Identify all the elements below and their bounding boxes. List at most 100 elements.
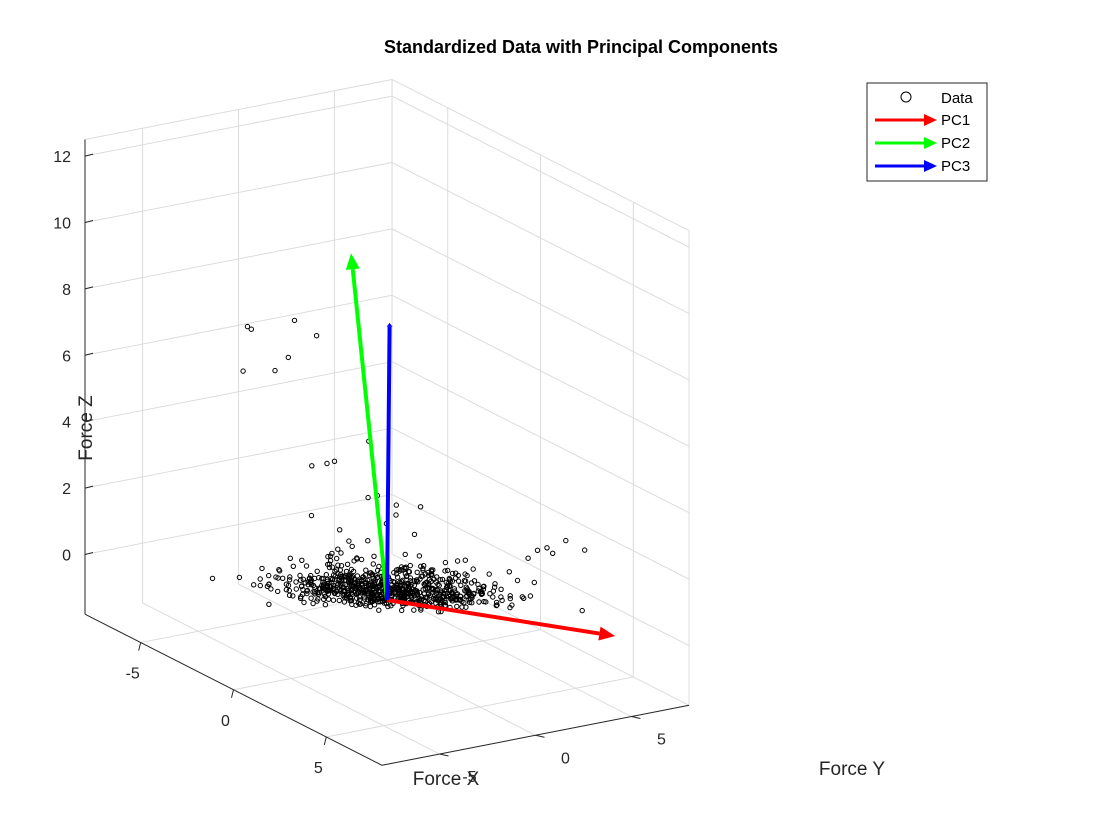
data-point <box>367 603 373 610</box>
data-point <box>433 595 439 601</box>
legend-label-data: Data <box>941 90 973 107</box>
data-point <box>350 568 357 575</box>
data-point <box>455 572 461 579</box>
data-point <box>492 581 498 587</box>
arrow-layer <box>345 253 616 641</box>
y-tick-label: 5 <box>657 732 666 749</box>
data-point <box>371 596 377 602</box>
data-point <box>348 588 355 594</box>
data-point <box>411 607 417 613</box>
data-point <box>411 531 418 538</box>
z-tick <box>84 485 94 489</box>
data-point <box>509 602 515 608</box>
arrow-shaft-pc2 <box>350 269 389 601</box>
data-point <box>434 574 440 580</box>
legend: Data PC1 PC2 PC3 <box>866 82 988 182</box>
data-point <box>368 592 374 598</box>
data-point <box>209 575 216 582</box>
data-point <box>398 589 404 595</box>
data-point <box>393 584 400 590</box>
data-point <box>286 577 293 583</box>
z-tick-label: 10 <box>53 215 71 232</box>
data-point <box>266 572 272 579</box>
data-point <box>334 555 340 562</box>
data-point <box>257 582 263 589</box>
data-point <box>259 565 265 572</box>
data-point <box>521 595 527 601</box>
data-point <box>298 577 304 583</box>
data-point <box>303 563 310 569</box>
z-tick <box>84 551 94 555</box>
data-point <box>343 568 350 575</box>
data-point <box>446 583 452 589</box>
data-point <box>428 568 435 574</box>
data-point <box>490 594 496 600</box>
data-point <box>402 551 408 558</box>
data-point <box>507 593 513 599</box>
data-point <box>329 564 335 570</box>
legend-marker-pc2 <box>875 137 937 149</box>
data-point <box>336 597 342 604</box>
data-point <box>463 604 469 610</box>
data-point <box>308 512 315 519</box>
data-point <box>487 591 493 597</box>
data-point <box>394 581 400 588</box>
x-tick-label: 5 <box>314 760 323 777</box>
data-point <box>293 586 299 592</box>
data-point <box>308 595 314 601</box>
data-point <box>579 607 585 614</box>
data-point <box>391 569 397 576</box>
data-point <box>375 567 381 574</box>
data-point <box>468 596 474 602</box>
data-point <box>298 583 305 590</box>
data-point <box>433 579 439 585</box>
z-tick-label: 4 <box>62 415 71 432</box>
data-point <box>290 563 296 569</box>
data-point <box>357 578 363 585</box>
data-point <box>465 587 471 593</box>
data-point <box>266 581 272 588</box>
y-tick <box>631 716 641 720</box>
data-point <box>362 572 368 578</box>
data-point <box>406 588 412 594</box>
data-point <box>397 583 403 589</box>
data-point <box>353 582 359 588</box>
data-point <box>421 581 427 587</box>
data-point <box>320 579 326 585</box>
data-point <box>347 580 353 586</box>
data-point <box>416 589 423 596</box>
data-point <box>402 571 409 577</box>
data-point <box>362 580 368 587</box>
arrow-shaft-pc3 <box>385 326 392 601</box>
data-point <box>369 571 375 578</box>
data-point <box>452 588 458 594</box>
data-point <box>345 591 352 598</box>
data-point <box>478 589 485 595</box>
data-point <box>393 571 400 577</box>
data-point <box>486 571 492 577</box>
data-point <box>498 586 504 592</box>
data-point <box>368 590 374 596</box>
data-point <box>308 572 314 579</box>
data-point <box>363 567 369 573</box>
data-point <box>444 567 451 574</box>
data-point <box>366 576 372 583</box>
data-point <box>447 591 453 597</box>
arrow-pc2 <box>345 253 389 601</box>
data-point <box>324 582 330 589</box>
data-point <box>335 562 341 568</box>
data-point <box>357 597 363 603</box>
data-point <box>236 574 243 581</box>
data-point <box>286 587 292 594</box>
grid-line-floor-y <box>142 602 440 755</box>
data-point <box>403 565 409 572</box>
data-point <box>346 571 352 578</box>
data-point <box>442 568 448 574</box>
data-point <box>416 553 423 559</box>
data-point <box>353 586 359 592</box>
data-point <box>550 550 556 556</box>
data-point <box>337 527 343 533</box>
legend-marker-pc3 <box>875 160 937 172</box>
data-point <box>417 576 423 582</box>
data-point <box>376 607 382 613</box>
